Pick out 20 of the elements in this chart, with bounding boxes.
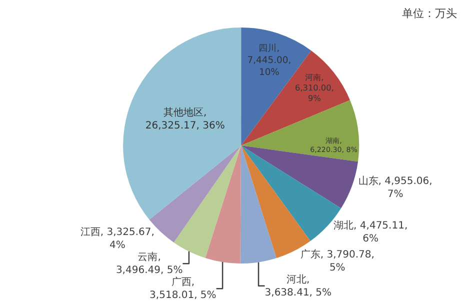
slice-label: 湖北, 4,475.11, 6%: [334, 219, 408, 244]
slice-label: 山东, 4,955.06, 7%: [358, 174, 432, 200]
slice-label: 广东, 3,790.78, 5%: [300, 248, 374, 274]
pie-slice: [174, 146, 242, 258]
slice-label: 云南, 3,496.49, 5%: [116, 251, 183, 276]
slice-label: 其他地区, 26,325.17, 36%: [145, 106, 225, 132]
slice-label: 河南, 6,310.00, 9%: [295, 72, 334, 104]
text: 单位：万头: [402, 7, 457, 20]
slice-label: 四川, 7,445.00, 10%: [247, 42, 292, 78]
slice-label: 广西, 3,518.01, 5%: [150, 276, 216, 302]
pie-slice: [241, 100, 360, 162]
pie-slice: [241, 146, 358, 208]
slice-label: 江西, 3,325.67, 4%: [80, 226, 154, 252]
pie-slice: [240, 146, 276, 264]
pie-slice: [123, 27, 242, 220]
pie-slice: [241, 50, 350, 146]
slice-label: 湖南, 6,220.30, 8%: [310, 136, 358, 154]
pie-slice: [241, 146, 310, 258]
slice-label: 河北, 3,638.41, 5%: [264, 273, 332, 298]
pie-slice: [205, 146, 242, 264]
